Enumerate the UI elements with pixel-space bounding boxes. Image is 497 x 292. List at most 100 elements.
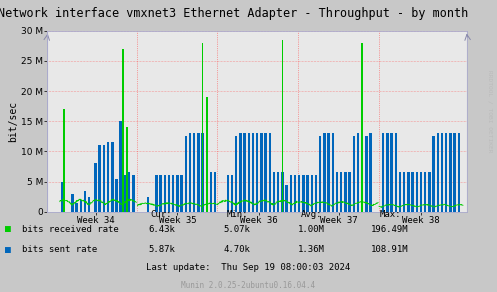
Bar xyxy=(415,173,418,212)
Bar xyxy=(71,194,74,212)
Text: 5.87k: 5.87k xyxy=(148,245,175,254)
Bar xyxy=(361,206,363,212)
Bar xyxy=(424,173,426,212)
Text: bits sent rate: bits sent rate xyxy=(22,245,97,254)
Text: 196.49M: 196.49M xyxy=(371,225,409,234)
Bar xyxy=(277,173,279,212)
Bar xyxy=(290,175,292,212)
Bar xyxy=(294,175,296,212)
Bar xyxy=(160,175,162,212)
Bar xyxy=(124,175,126,212)
Bar xyxy=(390,133,393,212)
Text: 108.91M: 108.91M xyxy=(371,245,409,254)
Bar xyxy=(132,175,135,212)
Bar xyxy=(256,133,258,212)
Bar xyxy=(403,173,406,212)
Bar xyxy=(352,136,355,212)
Bar xyxy=(235,136,238,212)
Text: ■: ■ xyxy=(5,245,11,255)
Bar xyxy=(252,133,254,212)
Bar xyxy=(214,173,217,212)
Bar xyxy=(281,40,283,212)
Bar xyxy=(428,173,430,212)
Bar xyxy=(128,173,130,212)
Text: 4.70k: 4.70k xyxy=(224,245,250,254)
Bar xyxy=(285,185,288,212)
Bar xyxy=(315,175,317,212)
Text: Min:: Min: xyxy=(226,210,248,219)
Text: Avg:: Avg: xyxy=(301,210,323,219)
Bar xyxy=(298,175,301,212)
Bar xyxy=(172,175,174,212)
Text: ■: ■ xyxy=(5,224,11,234)
Bar xyxy=(407,173,410,212)
Bar xyxy=(273,173,275,212)
Bar xyxy=(61,182,63,212)
Text: 1.00M: 1.00M xyxy=(298,225,325,234)
Bar xyxy=(126,127,128,212)
Bar xyxy=(340,173,342,212)
Bar xyxy=(63,109,65,212)
Text: Network interface vmxnet3 Ethernet Adapter - Throughput - by month: Network interface vmxnet3 Ethernet Adapt… xyxy=(0,7,469,20)
Bar xyxy=(319,136,322,212)
Bar xyxy=(399,173,401,212)
Bar xyxy=(436,133,439,212)
Bar xyxy=(244,133,246,212)
Bar xyxy=(206,173,208,212)
Bar xyxy=(119,121,122,212)
Bar xyxy=(311,175,313,212)
Bar xyxy=(107,142,109,212)
Bar xyxy=(395,133,397,212)
Bar xyxy=(328,133,330,212)
Bar xyxy=(88,197,90,212)
Bar xyxy=(260,133,262,212)
Bar xyxy=(231,175,233,212)
Bar xyxy=(306,175,309,212)
Bar xyxy=(76,203,78,212)
Text: 1.36M: 1.36M xyxy=(298,245,325,254)
Text: 5.07k: 5.07k xyxy=(224,225,250,234)
Bar xyxy=(281,173,284,212)
Bar xyxy=(348,173,351,212)
Bar xyxy=(180,175,183,212)
Bar xyxy=(453,133,456,212)
Bar xyxy=(115,178,118,212)
Bar xyxy=(445,133,447,212)
Text: Munin 2.0.25-2ubuntu0.16.04.4: Munin 2.0.25-2ubuntu0.16.04.4 xyxy=(181,281,316,290)
Bar xyxy=(189,133,191,212)
Bar xyxy=(227,175,229,212)
Bar xyxy=(210,173,212,212)
Bar xyxy=(248,133,250,212)
Bar xyxy=(412,173,414,212)
Bar xyxy=(94,164,97,212)
Bar xyxy=(323,133,326,212)
Bar xyxy=(201,133,204,212)
Bar xyxy=(147,197,149,212)
Bar xyxy=(80,200,82,212)
Bar xyxy=(155,175,158,212)
Bar xyxy=(268,133,271,212)
Bar xyxy=(84,191,86,212)
Bar xyxy=(344,173,346,212)
Bar xyxy=(111,142,114,212)
Text: Last update:  Thu Sep 19 08:00:03 2024: Last update: Thu Sep 19 08:00:03 2024 xyxy=(147,263,350,272)
Bar xyxy=(420,173,422,212)
Bar xyxy=(386,133,389,212)
Bar xyxy=(302,175,305,212)
Bar xyxy=(206,97,208,212)
Bar xyxy=(369,133,372,212)
Bar xyxy=(202,43,203,212)
Bar xyxy=(164,175,166,212)
Bar xyxy=(239,133,242,212)
Bar xyxy=(449,133,452,212)
Bar xyxy=(331,133,334,212)
Bar xyxy=(336,173,338,212)
Bar xyxy=(432,136,435,212)
Text: Max:: Max: xyxy=(379,210,401,219)
Text: Cur:: Cur: xyxy=(151,210,172,219)
Bar xyxy=(458,133,460,212)
Bar xyxy=(357,133,359,212)
Bar xyxy=(176,175,178,212)
Bar xyxy=(122,49,124,212)
Text: 6.43k: 6.43k xyxy=(148,225,175,234)
